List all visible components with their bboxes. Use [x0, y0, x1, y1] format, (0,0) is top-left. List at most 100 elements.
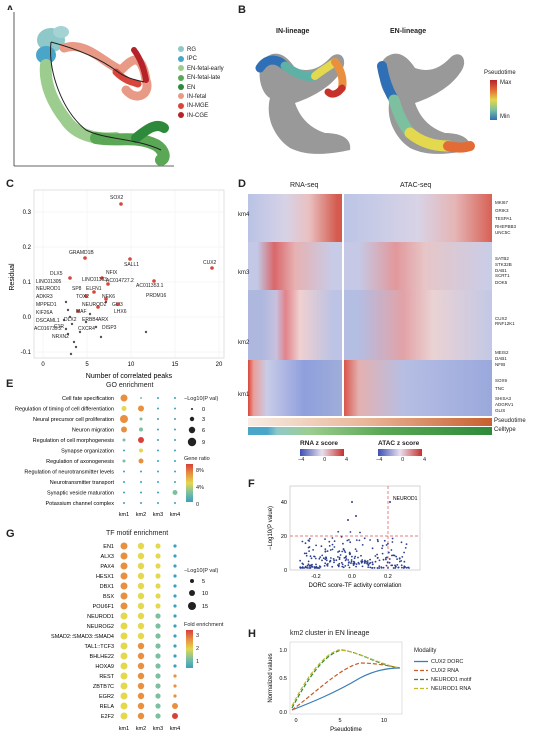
volcano-point [391, 537, 394, 540]
dotplot-dot [174, 460, 176, 462]
pseudotime-color-bar [490, 80, 497, 120]
volcano-point [355, 565, 357, 568]
volcano-point [392, 554, 395, 557]
volcano-point [341, 565, 344, 568]
dotplot-row-label: NEUROG2 [87, 624, 114, 630]
volcano-point [364, 559, 366, 562]
modality-label: NEUROD1 RNA [431, 686, 472, 692]
volcano-point [329, 549, 332, 551]
gene-label: DAB1 [495, 268, 507, 273]
d-title-atac: ATAC-seq [400, 182, 432, 189]
dotplot-dot [157, 439, 159, 441]
dotplot-dot [155, 573, 161, 579]
volcano-point [337, 551, 339, 553]
volcano-point [381, 544, 384, 547]
volcano-point [351, 555, 353, 558]
rna-scale-bar [300, 449, 344, 456]
volcano-point [371, 567, 373, 569]
volcano-point [389, 501, 391, 503]
volcano-point [330, 557, 332, 559]
volcano-point [378, 567, 381, 569]
volcano-point [314, 557, 317, 560]
volcano-point [391, 554, 393, 557]
panel-letter-f: F [248, 478, 255, 490]
volcano-point [306, 567, 309, 569]
panel-b-title-in: IN-lineage [276, 28, 310, 35]
atac-scale-ticks: −4 0 4 [376, 457, 426, 463]
e-size-legend: 0 3 6 9 [187, 407, 205, 447]
volcano-point [387, 567, 389, 569]
dotplot-dot [172, 490, 178, 495]
volcano-point [328, 540, 331, 543]
dotplot-dot [137, 562, 145, 570]
volcano-point [380, 566, 383, 568]
volcano-point [311, 566, 314, 568]
dotplot-dot [172, 713, 178, 719]
volcano-point [386, 561, 389, 564]
volcano-point [327, 563, 329, 565]
volcano-point [407, 566, 410, 569]
volcano-point [392, 567, 395, 569]
volcano-point [360, 560, 363, 563]
c-xtick: 10 [128, 362, 135, 368]
volcano-point [308, 537, 311, 540]
dotplot-dot [120, 592, 128, 600]
dotplot-row-label: Neuron migration [72, 428, 114, 434]
dotplot-dot [120, 682, 128, 690]
dotplot-col-label: km4 [170, 726, 180, 732]
c-ytick: 0.3 [23, 210, 32, 216]
volcano-point [343, 549, 346, 552]
panel-letter-b: B [238, 4, 246, 16]
dotplot-col-label: km2 [136, 726, 146, 732]
legend-label: IN-fetal [187, 94, 207, 101]
volcano-point [350, 559, 353, 561]
volcano-point [367, 566, 370, 568]
volcano-point [361, 565, 364, 568]
svg-text:NFIX: NFIX [106, 270, 118, 276]
legend-label: IN-CGE [187, 112, 208, 119]
dotplot-row-label: EGR2 [99, 694, 114, 700]
dotplot-dot [140, 470, 142, 473]
volcano-point [302, 563, 305, 566]
svg-text:10: 10 [202, 591, 208, 597]
volcano-point [315, 563, 317, 566]
svg-text:LINC01163: LINC01163 [82, 277, 107, 283]
gene-label: SHISA3 [495, 396, 512, 401]
atac-scale-bar [378, 449, 422, 456]
volcano-point [307, 563, 310, 566]
dotplot-dot [120, 632, 128, 640]
volcano-point [397, 566, 400, 569]
volcano-point [332, 558, 335, 560]
volcano-point [344, 559, 347, 562]
dotplot-dot [137, 682, 145, 690]
dotplot-dot [123, 470, 125, 473]
dotplot-dot [173, 664, 177, 668]
dotplot-row-label: Regulation of cell morphogenesis [33, 438, 115, 444]
volcano-point [376, 553, 378, 556]
volcano-point [395, 565, 397, 568]
volcano-point [348, 552, 351, 555]
volcano-point [312, 549, 314, 551]
volcano-point [381, 547, 383, 550]
modality-label: CUX2 RNA [431, 668, 459, 674]
dotplot-dot [173, 584, 177, 588]
panel-c-scatter: 0.3 0.2 0.1 0.0 -0.1 0 5 10 15 20 Number… [9, 189, 225, 380]
svg-text:CXCR4: CXCR4 [78, 326, 95, 332]
rna-scale-title: RNA z score [300, 440, 339, 447]
dotplot-dot [137, 672, 145, 680]
dotplot-dot [173, 624, 177, 628]
volcano-point [315, 544, 317, 547]
gene-label: RNF12K1 [495, 321, 515, 326]
dotplot-dot [120, 652, 128, 660]
legend-label: RG [187, 47, 196, 53]
dotplot-dot [174, 449, 176, 452]
dotplot-dot [157, 470, 159, 473]
volcano-point [405, 567, 408, 569]
volcano-point [385, 564, 388, 567]
volcano-point [348, 539, 350, 541]
svg-text:AC011353.1: AC011353.1 [136, 283, 164, 289]
volcano-point [333, 546, 336, 548]
volcano-point [369, 566, 372, 569]
dotplot-dot [137, 582, 145, 590]
volcano-point [328, 545, 331, 547]
